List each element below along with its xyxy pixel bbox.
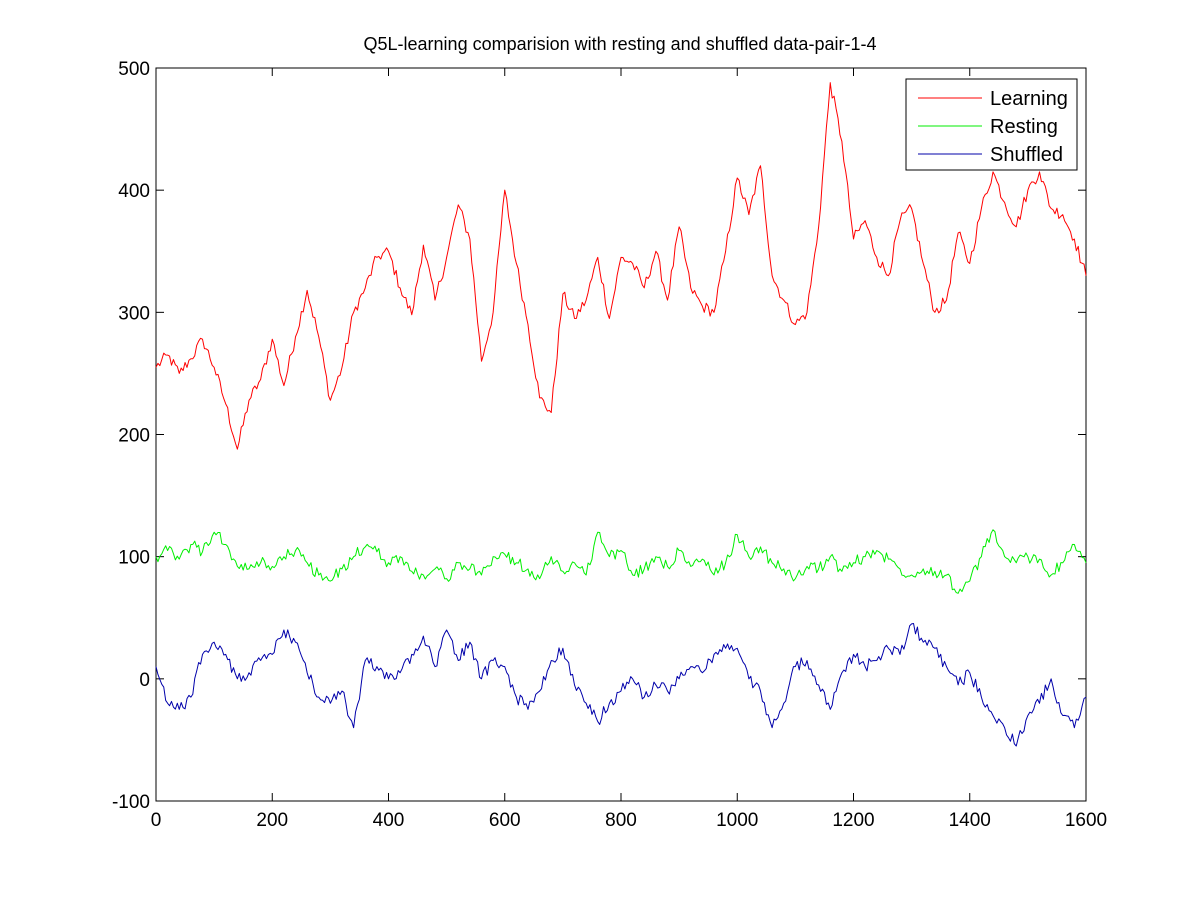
x-tick-label: 1400 [949,810,991,831]
x-tick-label: 0 [151,810,162,831]
series-line-shuffled [155,623,1087,747]
y-tick-label: 200 [118,426,150,447]
y-tick-label: 400 [118,181,150,202]
x-tick-label: 200 [256,810,288,831]
chart-title: Q5L-learning comparision with resting an… [364,34,877,54]
x-tick-label: 800 [605,810,637,831]
series-line-learning [155,82,1087,450]
x-tick-label: 1600 [1065,810,1107,831]
y-tick-label: 100 [118,548,150,569]
legend: Learning Resting Shuffled [905,78,1078,171]
x-axis: 0 200 400 600 800 1000 1200 1400 1600 [151,68,1107,831]
y-tick-label: -100 [112,792,150,813]
legend-label-resting: Resting [990,116,1058,138]
series-group [155,82,1087,747]
x-tick-label: 1200 [832,810,874,831]
x-tick-label: 600 [489,810,521,831]
legend-label-shuffled: Shuffled [990,144,1063,166]
legend-label-learning: Learning [990,88,1068,110]
x-tick-label: 400 [373,810,405,831]
legend-box [905,78,1078,171]
x-tick-label: 1000 [716,810,758,831]
y-tick-label: 300 [118,303,150,324]
y-tick-label: 0 [139,670,150,691]
y-tick-label: 500 [118,59,150,80]
series-line-resting [155,529,1087,594]
y-axis: -100 0 100 200 300 400 500 [112,59,1086,813]
